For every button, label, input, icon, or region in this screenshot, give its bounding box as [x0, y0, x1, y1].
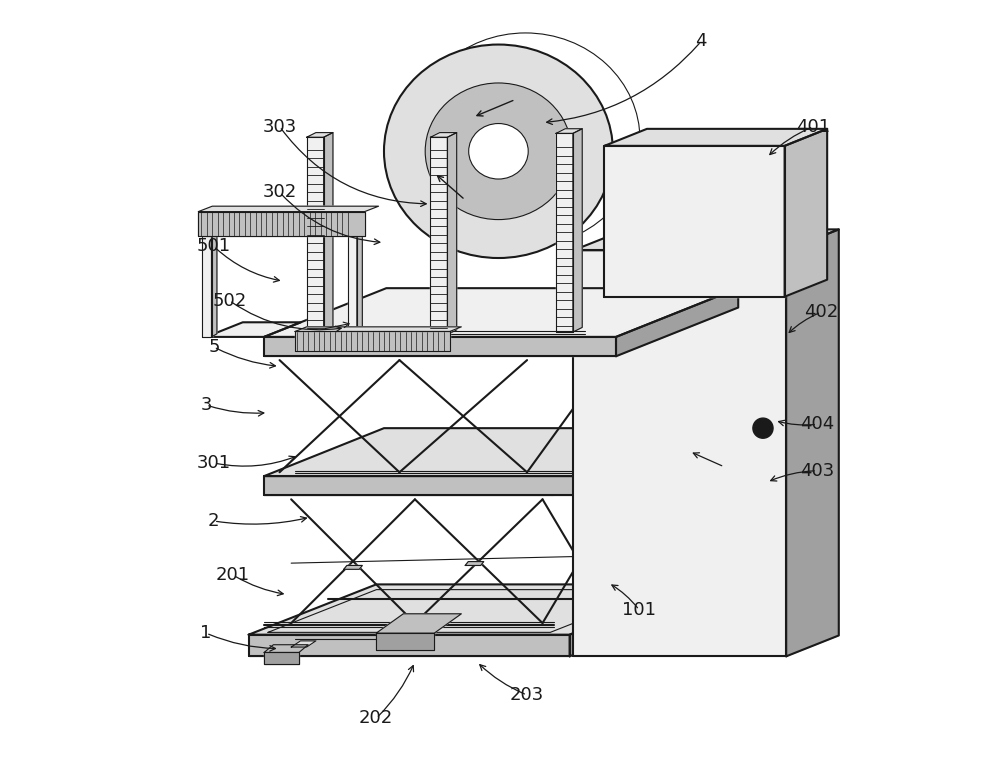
Text: 402: 402: [804, 303, 838, 321]
Polygon shape: [604, 146, 785, 297]
Polygon shape: [249, 584, 697, 635]
Polygon shape: [264, 428, 717, 476]
Text: 203: 203: [510, 686, 544, 704]
Polygon shape: [786, 229, 839, 657]
Polygon shape: [430, 137, 447, 334]
Text: 5: 5: [208, 338, 220, 356]
Ellipse shape: [469, 124, 528, 179]
Text: 201: 201: [216, 566, 250, 584]
Text: 303: 303: [262, 118, 297, 136]
Polygon shape: [202, 236, 212, 337]
Polygon shape: [324, 132, 333, 334]
Text: 401: 401: [796, 118, 830, 136]
Polygon shape: [344, 566, 362, 569]
Text: 3: 3: [200, 396, 212, 414]
Polygon shape: [376, 633, 434, 650]
Polygon shape: [447, 132, 457, 334]
Ellipse shape: [425, 83, 572, 220]
Polygon shape: [573, 129, 582, 332]
Polygon shape: [597, 428, 717, 495]
Polygon shape: [264, 645, 308, 653]
Text: 4: 4: [695, 33, 707, 51]
Polygon shape: [604, 129, 827, 146]
Ellipse shape: [384, 44, 613, 258]
Polygon shape: [430, 132, 457, 137]
Polygon shape: [264, 653, 299, 664]
Text: 502: 502: [212, 291, 246, 309]
Polygon shape: [291, 641, 316, 647]
Text: 2: 2: [208, 512, 220, 530]
Polygon shape: [570, 584, 697, 657]
Polygon shape: [206, 323, 301, 337]
Polygon shape: [465, 562, 484, 566]
Polygon shape: [573, 229, 839, 250]
Polygon shape: [376, 614, 461, 633]
Circle shape: [753, 418, 773, 439]
Polygon shape: [556, 133, 573, 332]
Text: 1: 1: [200, 624, 212, 642]
Polygon shape: [307, 137, 324, 334]
Polygon shape: [264, 337, 616, 356]
Text: 501: 501: [197, 238, 231, 256]
Polygon shape: [573, 250, 786, 657]
Text: 403: 403: [800, 462, 834, 480]
Polygon shape: [198, 212, 365, 236]
Circle shape: [758, 423, 768, 434]
Polygon shape: [295, 327, 461, 332]
Text: 202: 202: [359, 709, 393, 728]
Polygon shape: [295, 332, 450, 351]
Polygon shape: [264, 476, 597, 495]
Polygon shape: [556, 129, 582, 133]
Polygon shape: [348, 236, 357, 337]
Polygon shape: [357, 233, 362, 337]
Polygon shape: [785, 129, 827, 297]
Polygon shape: [616, 288, 738, 356]
Polygon shape: [198, 206, 379, 212]
Text: 101: 101: [622, 601, 656, 619]
Polygon shape: [212, 233, 217, 337]
Polygon shape: [249, 635, 570, 657]
Text: 404: 404: [800, 415, 834, 433]
Text: 302: 302: [262, 183, 297, 201]
Text: 301: 301: [197, 454, 231, 472]
Polygon shape: [264, 288, 738, 337]
Polygon shape: [307, 132, 333, 137]
